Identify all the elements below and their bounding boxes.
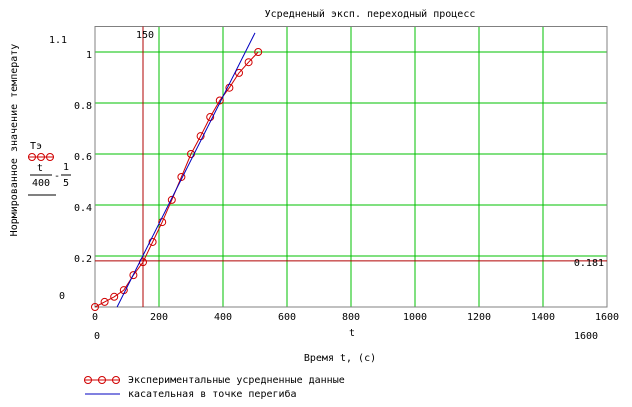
data-point: [244, 58, 253, 67]
y-axis-label: Нормированное значение температу: [9, 44, 20, 237]
data-point: [215, 96, 224, 105]
data-point: [129, 271, 138, 280]
legend-marker: [112, 376, 120, 384]
data-point: [110, 292, 119, 301]
x-tick-label: 0: [92, 312, 98, 323]
y-expr-fden: 5: [63, 178, 69, 189]
x-axis-label: Время t, (c): [304, 353, 376, 364]
x-tick-label: 400: [214, 312, 232, 323]
y-tick-label: 0.8: [74, 101, 92, 112]
y-limit-label: 0: [59, 291, 65, 302]
x-tick-label: 1600: [595, 312, 619, 323]
data-point: [167, 195, 176, 204]
x-limit-label: 1600: [574, 331, 598, 342]
x-limit-label: 0: [94, 331, 100, 342]
plot-frame: [94, 26, 608, 308]
data-point: [91, 303, 99, 311]
data-point: [206, 113, 215, 122]
data-point: [235, 68, 243, 77]
x-tick-label: 200: [150, 312, 168, 323]
y-tick-label: 1: [86, 50, 92, 61]
y-tick-label: 0.4: [74, 203, 92, 214]
horizontal-marker-label: 0.181: [574, 258, 604, 269]
y-tick-label: 0.6: [74, 152, 92, 163]
legend-label: касательная в точке перегиба: [128, 388, 297, 400]
x-tick-label: 1400: [531, 312, 555, 323]
x-tick-label: 1000: [403, 312, 427, 323]
y-tick-label: 0.2: [74, 254, 92, 265]
x-tick-label: 600: [278, 312, 296, 323]
vertical-marker-label: 150: [136, 30, 154, 41]
series-line: [116, 32, 256, 308]
y-expr-op: -: [54, 171, 60, 182]
y-expr-fnum: 1: [63, 162, 69, 173]
legend-marker: [98, 376, 106, 384]
legend-marker: [84, 376, 92, 384]
data-point: [254, 48, 263, 56]
x-variable: t: [349, 328, 355, 339]
data-point: [100, 297, 109, 306]
data-point: [158, 218, 167, 227]
chart-title: Усредненый эксп. переходный процесс: [265, 8, 476, 20]
data-point: [196, 132, 205, 141]
y-limit-label: 1.1: [49, 35, 67, 46]
x-tick-label: 1200: [467, 312, 491, 323]
y-expr-num: t: [37, 163, 43, 174]
data-point: [148, 237, 157, 246]
series-line: [94, 51, 259, 308]
y-expr-name: Тэ: [30, 141, 42, 152]
data-point: [177, 172, 186, 181]
legend-label: Экспериментальные усредненные данные: [128, 375, 345, 386]
x-tick-label: 800: [342, 312, 360, 323]
y-expr-den: 400: [32, 178, 50, 189]
